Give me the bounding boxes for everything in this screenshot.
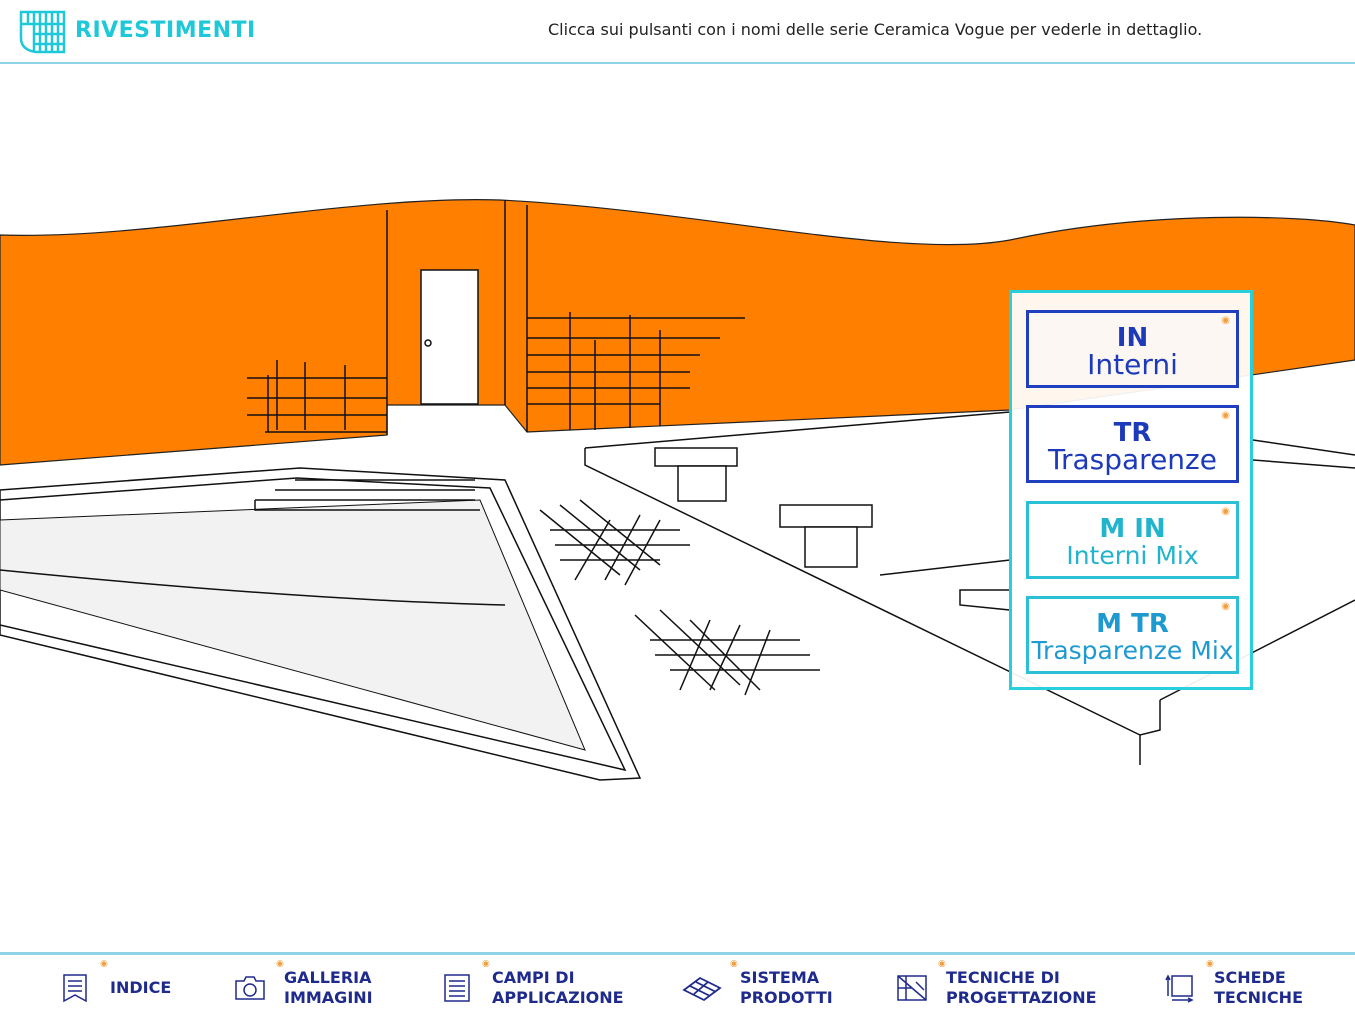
series-name: Trasparenze [1048, 443, 1217, 476]
series-button-in[interactable]: ◉ IN Interni [1026, 310, 1239, 388]
nav-label: SCHEDE TECNICHE [1214, 968, 1303, 1007]
measure-icon [1165, 974, 1194, 1003]
series-button-tr[interactable]: ◉ TR Trasparenze [1026, 405, 1239, 483]
nav-label: GALLERIA IMMAGINI [284, 968, 373, 1007]
tiles-icon [682, 976, 722, 1002]
nav-label: TECNICHE DI PROGETTAZIONE [946, 968, 1097, 1007]
series-code: M TR [1096, 609, 1169, 639]
nav-label: INDICE [110, 978, 172, 997]
series-code: TR [1113, 418, 1152, 448]
bottom-navigation: ◉ INDICE ◉ GALLERIA IMMAGINI ◉ CAMPI DI … [0, 952, 1355, 1017]
instruction-text: Clicca sui pulsanti con i nomi delle ser… [548, 20, 1203, 39]
rivestimenti-logo-icon [19, 10, 66, 54]
eye-icon: ◉ [1221, 601, 1230, 612]
camera-icon [235, 976, 265, 1000]
series-button-m-tr[interactable]: ◉ M TR Trasparenze Mix [1026, 596, 1239, 674]
nav-schede-tecniche[interactable]: ◉ SCHEDE TECNICHE [1164, 959, 1303, 1011]
nav-label: CAMPI DI APPLICAZIONE [492, 968, 624, 1007]
series-name: Trasparenze Mix [1031, 636, 1234, 665]
blueprint-icon [897, 975, 927, 1001]
series-code: IN [1116, 323, 1149, 353]
series-code: M IN [1099, 514, 1166, 544]
nav-indice[interactable]: ◉ INDICE [60, 959, 172, 1011]
eye-icon: ◉ [1221, 410, 1230, 421]
nav-campi-applicazione[interactable]: ◉ CAMPI DI APPLICAZIONE [442, 959, 624, 1011]
series-name: Interni Mix [1066, 541, 1199, 570]
eye-icon: ◉ [1221, 506, 1230, 517]
eye-icon: ◉ [1221, 315, 1230, 326]
nav-label: SISTEMA PRODOTTI [740, 968, 833, 1007]
series-name: Interni [1087, 348, 1178, 381]
header: RIVESTIMENTI Clicca sui pulsanti con i n… [0, 0, 1355, 64]
series-selector-panel: ◉ IN Interni ◉ TR Trasparenze ◉ M IN Int… [1009, 290, 1253, 690]
checklist-icon [444, 974, 470, 1002]
nav-sistema-prodotti[interactable]: ◉ SISTEMA PRODOTTI [682, 959, 833, 1011]
bookmark-list-icon [63, 974, 87, 1003]
nav-galleria-immagini[interactable]: ◉ GALLERIA IMMAGINI [234, 959, 373, 1011]
app-title: RIVESTIMENTI [75, 18, 256, 43]
nav-tecniche-progettazione[interactable]: ◉ TECNICHE DI PROGETTAZIONE [896, 959, 1097, 1011]
series-button-m-in[interactable]: ◉ M IN Interni Mix [1026, 501, 1239, 579]
